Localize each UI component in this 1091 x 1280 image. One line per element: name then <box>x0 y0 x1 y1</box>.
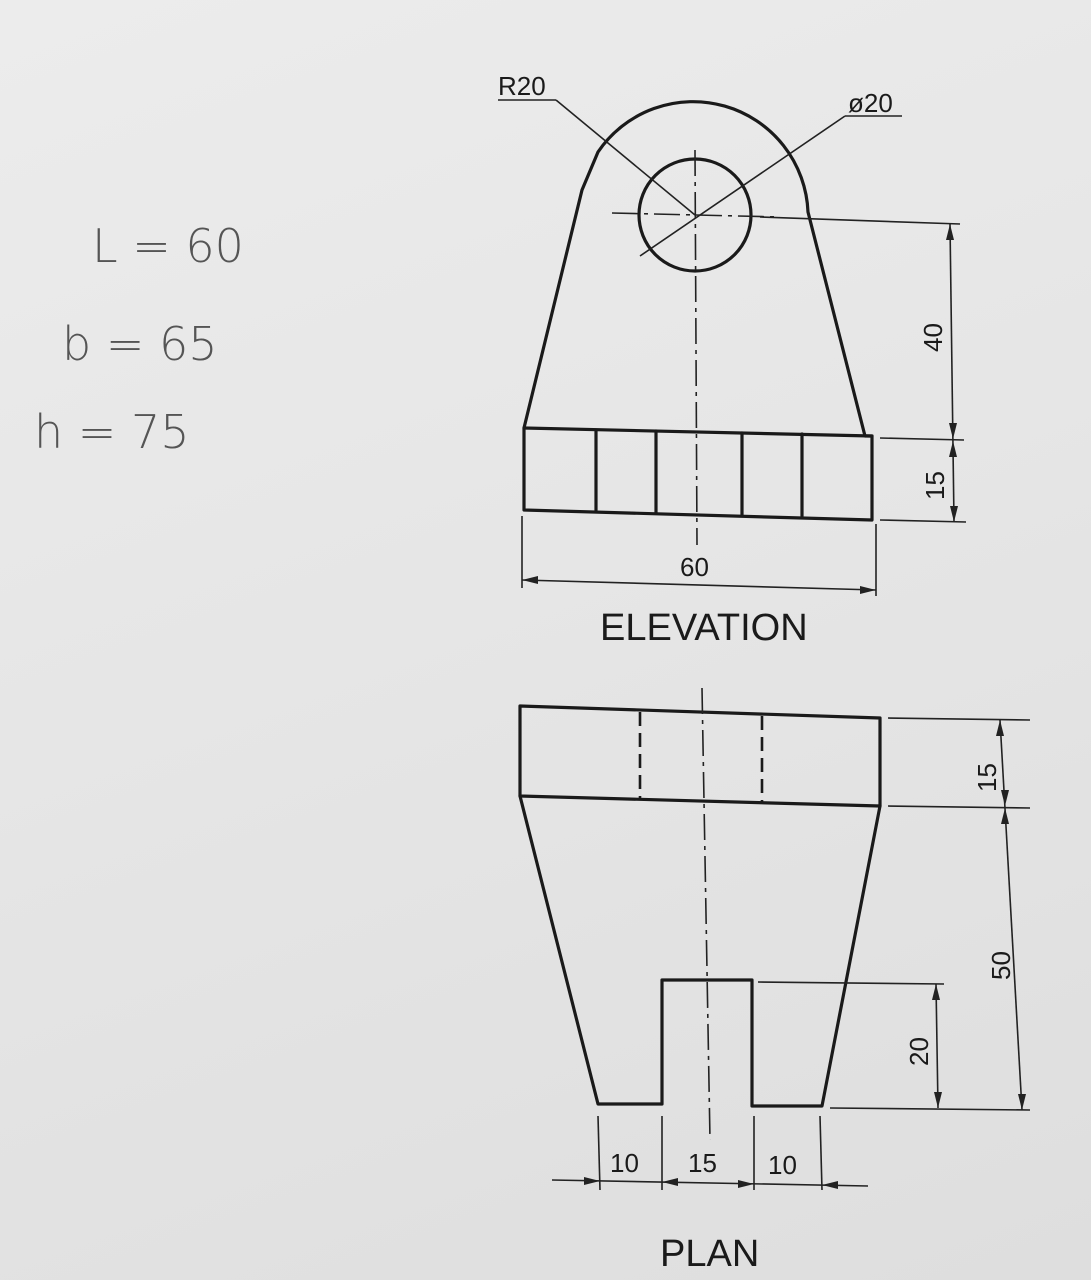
bottom-dim-arrow-3 <box>738 1180 754 1188</box>
base-top-edge <box>522 426 874 438</box>
plan-dim-slot-width: 15 <box>688 1148 717 1178</box>
slot-dim-arrow-bottom <box>934 1092 942 1108</box>
bottom-dim-line <box>551 1179 869 1187</box>
plan-dim-top-height: 15 <box>972 763 1002 792</box>
bottom-dim-ext-1 <box>597 1115 601 1191</box>
note-length: L = 60 <box>92 219 244 273</box>
plan-tapered-body <box>518 794 882 1108</box>
plan-top-block <box>518 704 882 808</box>
bottom-dim-ext-4 <box>819 1115 823 1191</box>
plan-dim-15-arrow-bottom <box>1001 790 1009 806</box>
dim-40-arrow-bottom <box>949 423 957 439</box>
elevation-title: ELEVATION <box>600 607 808 649</box>
note-height: h = 75 <box>34 405 189 459</box>
bottom-dim-arrow-2 <box>662 1178 678 1186</box>
plan-dim-15-arrow-top <box>996 720 1004 736</box>
bottom-dim-arrow-1 <box>584 1177 600 1185</box>
plan-dim-extension-mid <box>887 805 1031 809</box>
plan-dim-slot-depth: 20 <box>904 1037 934 1066</box>
plan-view: 15 50 20 10 15 10 PLAN <box>518 687 1031 1275</box>
slot-dim-extension-top <box>757 981 945 985</box>
dim-15-extension-top <box>879 437 965 441</box>
dim-60-line <box>521 579 877 591</box>
dim-vertical-line <box>949 223 955 523</box>
elevation-view: R20 ø20 60 ELEVATION 40 15 <box>498 71 967 649</box>
radius-leader <box>555 99 696 216</box>
elevation-outline <box>522 100 874 522</box>
plan-dim-extension-bottom <box>829 1107 1031 1111</box>
plan-dim-vertical-line <box>999 719 1023 1111</box>
plan-dim-extension-top <box>887 717 1031 721</box>
dim-15-arrow-bottom <box>950 506 958 522</box>
handwritten-notes: L = 60 b = 65 h = 75 <box>34 219 244 459</box>
dim-60-arrow-left <box>522 576 538 584</box>
dim-60-arrow-right <box>860 586 876 594</box>
dim-15-extension-bottom <box>879 519 967 523</box>
dim-center-height: 40 <box>918 323 948 352</box>
plan-dim-right-foot: 10 <box>768 1150 797 1180</box>
plan-dim-50-arrow-top <box>1001 808 1009 824</box>
dim-base-height: 15 <box>920 471 950 500</box>
slot-dim-line <box>935 983 939 1109</box>
bottom-dim-arrow-4 <box>822 1181 838 1189</box>
dim-40-extension-top <box>759 216 961 225</box>
hole-diameter-label: ø20 <box>848 88 893 118</box>
hole-leader <box>639 115 846 257</box>
note-breadth: b = 65 <box>62 317 218 371</box>
plan-dim-50-arrow-bottom <box>1018 1094 1026 1110</box>
plan-dim-left-foot: 10 <box>610 1148 639 1178</box>
plan-centerline <box>701 687 711 1141</box>
dim-40-arrow-top <box>946 224 954 240</box>
radius-label: R20 <box>498 71 546 101</box>
slot-dim-arrow-top <box>932 984 940 1000</box>
dim-15-arrow-top <box>949 441 957 457</box>
plan-dim-body-height: 50 <box>986 951 1016 980</box>
vertical-centerline <box>694 149 698 546</box>
plan-title: PLAN <box>660 1233 759 1275</box>
dim-base-width: 60 <box>680 552 709 582</box>
